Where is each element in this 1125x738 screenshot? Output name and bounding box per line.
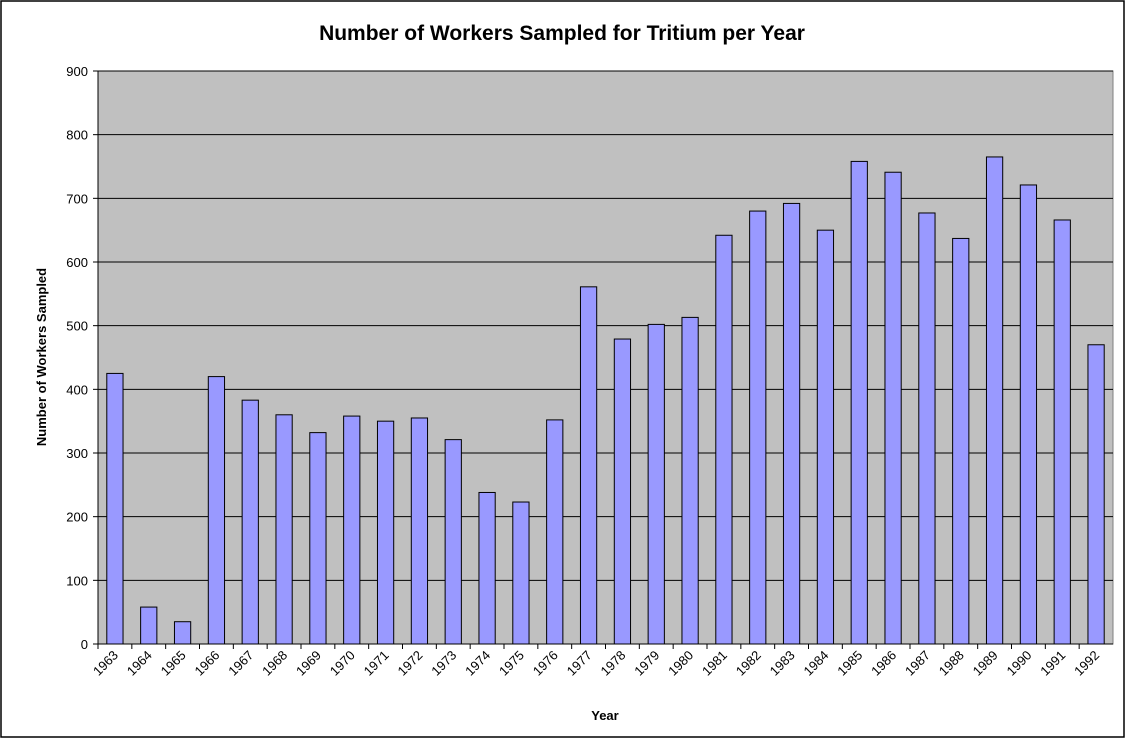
bar	[173, 621, 192, 645]
bar	[579, 286, 598, 645]
plot-area	[97, 70, 1114, 645]
y-tick-label: 400	[66, 382, 88, 397]
y-tick-label: 0	[81, 637, 88, 652]
bar	[512, 501, 530, 645]
bar	[715, 234, 733, 645]
bar	[140, 606, 158, 645]
bar	[681, 316, 699, 645]
y-tick-label: 300	[66, 446, 88, 461]
bar	[1019, 184, 1038, 645]
y-axis-title: Number of Workers Sampled	[34, 268, 49, 446]
bar	[275, 414, 293, 645]
bar	[1087, 344, 1105, 645]
bar	[782, 202, 801, 645]
y-tick-label: 100	[66, 573, 88, 588]
bar	[647, 323, 665, 645]
bar	[613, 338, 632, 645]
bar	[952, 237, 970, 645]
y-tick-label: 700	[66, 191, 88, 206]
bar	[410, 417, 429, 645]
y-tick-label: 800	[66, 128, 88, 143]
bar	[850, 160, 868, 645]
bar	[309, 432, 327, 645]
bar	[478, 491, 496, 645]
bar	[816, 229, 835, 645]
y-tick-label: 500	[66, 319, 88, 334]
y-tick-label: 600	[66, 255, 88, 270]
bar	[343, 415, 361, 645]
chart-title: Number of Workers Sampled for Tritium pe…	[319, 22, 805, 45]
bar	[444, 439, 462, 645]
bar	[241, 399, 259, 645]
bar	[985, 156, 1004, 645]
x-axis-title: Year	[591, 708, 618, 723]
y-tick-label: 900	[66, 64, 88, 79]
y-tick-label: 200	[66, 510, 88, 525]
bar	[376, 420, 395, 645]
bar	[918, 212, 936, 645]
bar	[749, 210, 767, 645]
bar	[884, 171, 902, 645]
bar	[546, 419, 564, 645]
bar	[106, 372, 124, 645]
bar	[1053, 219, 1071, 645]
bar	[207, 376, 226, 645]
